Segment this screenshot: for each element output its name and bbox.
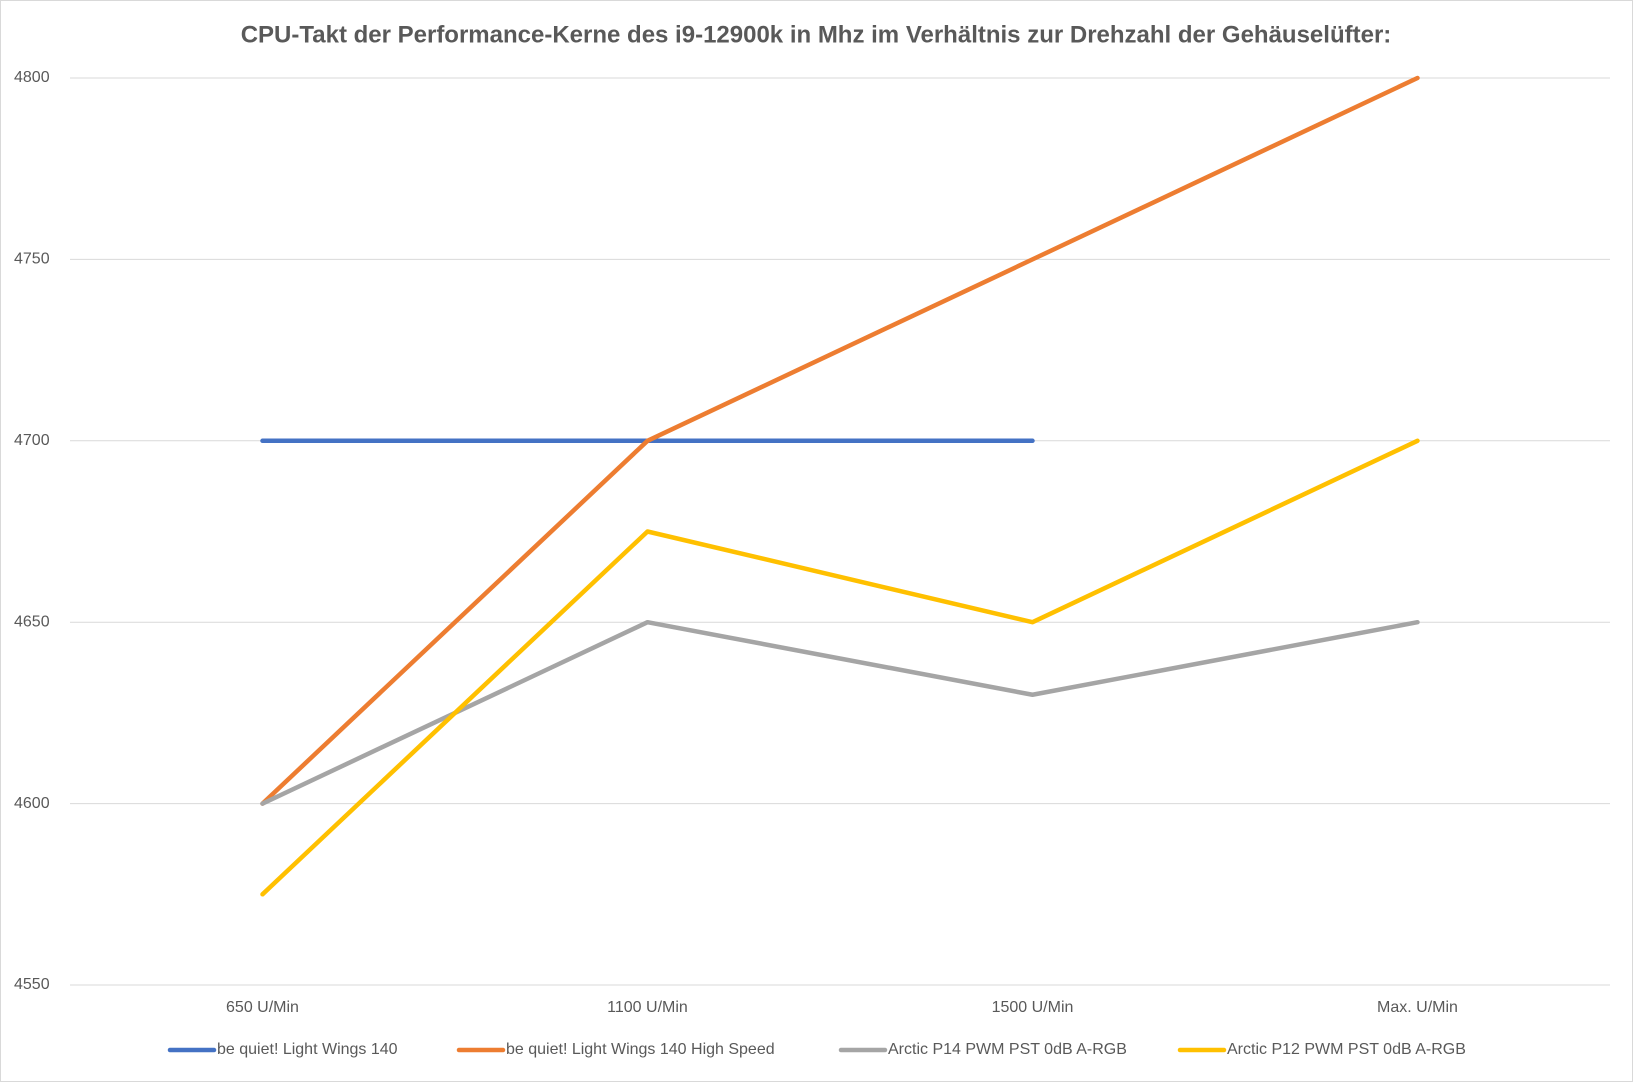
x-tick-label: 1500 U/Min: [992, 999, 1074, 1016]
y-tick-label: 4650: [14, 613, 50, 630]
series-line: [260, 438, 1420, 897]
x-tick-label: 1100 U/Min: [607, 999, 688, 1016]
legend-label: Arctic P14 PWM PST 0dB A-RGB: [888, 1041, 1127, 1058]
chart-title: CPU-Takt der Performance-Kerne des i9-12…: [241, 21, 1392, 48]
y-tick-label: 4600: [14, 795, 50, 812]
x-tick-label: 650 U/Min: [226, 999, 299, 1016]
y-tick-label: 4550: [14, 976, 50, 993]
y-tick-label: 4700: [14, 432, 50, 449]
y-tick-label: 4750: [14, 251, 50, 268]
legend-label: Arctic P12 PWM PST 0dB A-RGB: [1227, 1041, 1466, 1058]
legend-label: be quiet! Light Wings 140: [217, 1041, 398, 1058]
series-line: [260, 75, 1420, 806]
x-tick-label: Max. U/Min: [1377, 999, 1458, 1016]
y-tick-label: 4800: [14, 69, 50, 86]
legend-label: be quiet! Light Wings 140 High Speed: [506, 1041, 775, 1058]
